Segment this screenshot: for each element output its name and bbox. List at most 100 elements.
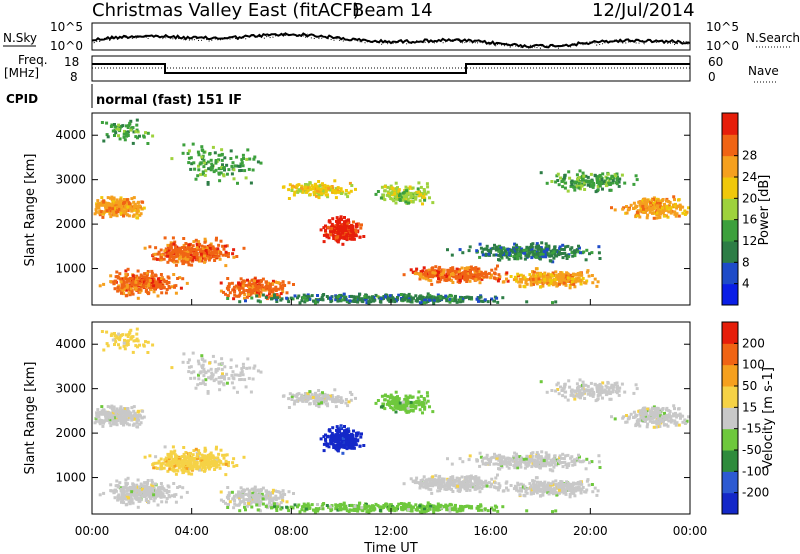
power-cell <box>136 136 139 140</box>
power-cell <box>253 279 256 283</box>
power-cell <box>346 221 350 225</box>
power-cell <box>652 211 656 215</box>
power-cell <box>271 290 275 293</box>
velocity-cell <box>138 497 142 501</box>
power-cell <box>448 294 452 298</box>
power-cell <box>532 282 535 286</box>
power-cell <box>685 210 689 214</box>
velocity-cell <box>183 469 187 473</box>
power-cell <box>104 201 108 205</box>
power-cell <box>172 273 176 276</box>
power-cell <box>561 243 565 247</box>
colorbar-swatch <box>722 283 738 306</box>
velocity-cell <box>135 492 139 496</box>
velocity-cell <box>343 435 347 439</box>
velocity-cell <box>359 435 363 439</box>
velocity-cell <box>304 392 307 395</box>
colorbar-tick-label: 16 <box>742 213 757 227</box>
velocity-cell <box>165 456 168 460</box>
power-cell <box>428 275 432 279</box>
power-cell <box>241 153 245 157</box>
power-cell <box>673 204 677 208</box>
power-cell <box>134 278 138 282</box>
power-cell <box>303 300 307 304</box>
power-cell <box>565 253 569 257</box>
power-cell <box>578 246 581 250</box>
power-cell <box>281 280 285 284</box>
velocity-cell <box>100 409 104 413</box>
power-cell <box>681 205 685 209</box>
power-cell <box>650 199 654 203</box>
power-cell <box>325 235 329 239</box>
velocity-cell <box>98 422 102 426</box>
power-cell <box>531 270 535 274</box>
power-cell <box>493 276 497 280</box>
velocity-cell <box>159 495 163 498</box>
velocity-cell <box>203 466 207 470</box>
colorbar-swatch <box>722 155 738 178</box>
power-cell <box>204 249 208 252</box>
power-cell <box>136 209 140 213</box>
power-cell <box>369 300 373 304</box>
power-cell <box>591 281 595 285</box>
power-cell <box>141 285 145 289</box>
power-cell <box>212 255 216 259</box>
power-cell <box>181 151 185 155</box>
power-cell <box>186 152 190 155</box>
power-cell <box>178 276 182 280</box>
power-cell <box>418 301 422 305</box>
power-cell <box>214 253 218 257</box>
power-cell <box>564 283 568 287</box>
velocity-cell <box>198 466 202 470</box>
power-cell <box>130 276 134 280</box>
velocity-cell <box>189 460 193 464</box>
power-cell <box>662 214 666 218</box>
power-cell <box>525 300 529 304</box>
power-cell <box>258 300 262 304</box>
velocity-cell <box>221 453 225 457</box>
power-cell <box>526 278 530 282</box>
velocity-cell <box>268 494 272 498</box>
power-cell <box>581 277 585 280</box>
velocity-cell <box>187 472 191 476</box>
nave-tick-top: 60 <box>708 55 723 69</box>
power-cell <box>502 247 506 250</box>
power-cell <box>128 284 132 288</box>
power-cell <box>454 274 458 278</box>
power-cell <box>573 285 577 289</box>
velocity-cell <box>292 492 295 495</box>
power-cell <box>125 280 129 284</box>
power-cell <box>565 271 569 275</box>
power-cell <box>335 227 339 230</box>
power-cell <box>219 251 223 255</box>
power-cell <box>195 246 199 250</box>
power-cell <box>504 253 507 257</box>
power-cell <box>290 189 294 192</box>
power-cell <box>230 164 234 168</box>
power-cell <box>405 194 409 198</box>
velocity-cell <box>111 407 115 411</box>
velocity-cell <box>157 494 161 498</box>
power-cell <box>583 281 587 285</box>
power-cell <box>247 293 251 297</box>
power-cell <box>124 206 128 209</box>
velocity-cell <box>105 412 108 416</box>
velocity-cell <box>136 478 140 482</box>
velocity-cell <box>260 492 264 496</box>
velocity-cell <box>203 463 206 467</box>
velocity-cell <box>151 484 155 488</box>
power-cell <box>442 275 446 279</box>
power-cell <box>102 139 106 143</box>
nave-tick-bottom: 0 <box>708 70 716 84</box>
power-cell <box>150 269 154 273</box>
velocity-cell <box>172 469 176 473</box>
power-cell <box>440 272 444 276</box>
power-cell <box>187 149 191 153</box>
velocity-cell <box>130 406 134 410</box>
power-cell <box>461 299 465 303</box>
freq-panel-frame <box>91 55 691 82</box>
power-cell <box>411 186 415 190</box>
power-cell <box>136 296 140 300</box>
power-cell <box>314 184 318 188</box>
